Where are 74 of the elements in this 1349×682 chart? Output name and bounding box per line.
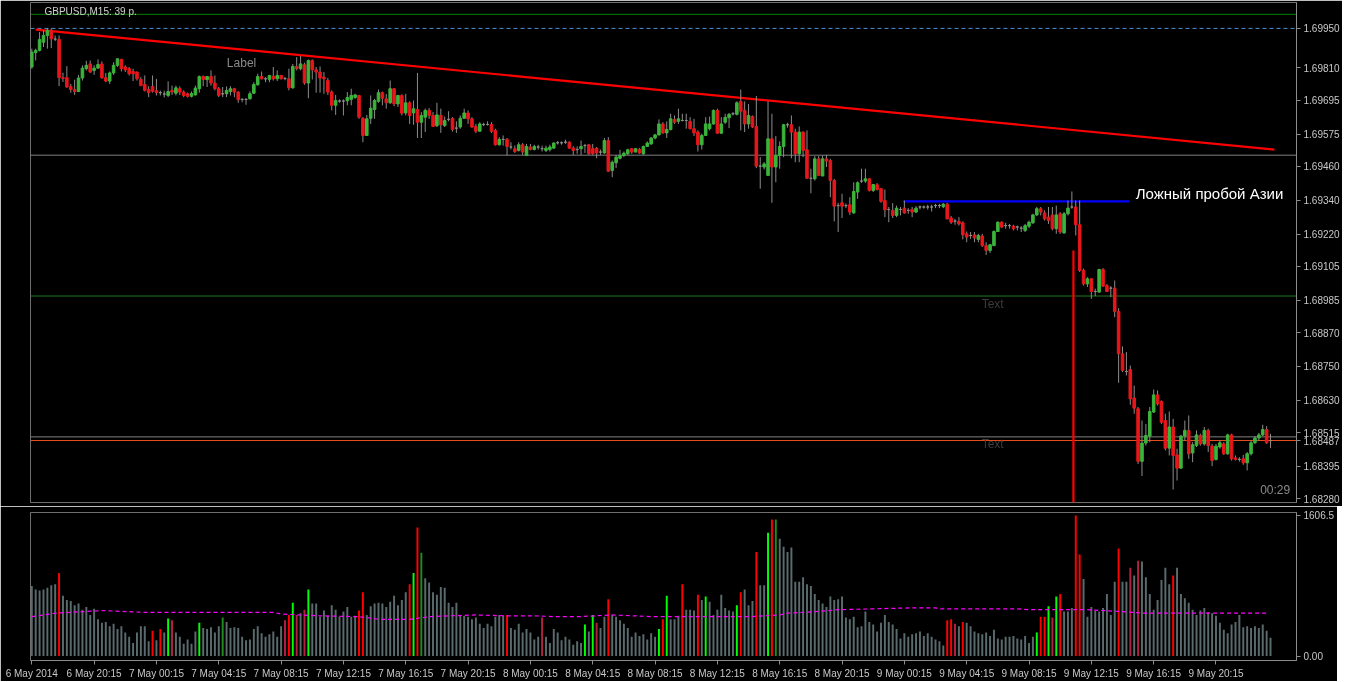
candlestick [1167,411,1172,456]
annotation: Text [981,436,1005,451]
x-tick-label: 8 May 04:15 [565,667,621,679]
candlestick [30,48,34,70]
candlestick [306,58,311,99]
x-tick-label: 9 May 20:15 [1188,667,1244,679]
candlestick [310,58,315,80]
y-tick-label: 0.00 [1303,651,1324,663]
y-tick-label: 1.68395 [1303,461,1341,473]
candlestick [287,68,291,91]
candlestick [209,69,213,87]
x-tick-label: 7 May 04:15 [191,667,247,679]
x-tick-label: 6 May 20:15 [66,667,123,679]
candlestick [318,65,322,94]
candlestick [205,75,209,88]
candlestick [727,112,731,129]
y-tick-label: 1.69695 [1303,95,1341,107]
x-tick-label: 9 May 08:15 [1001,667,1057,679]
x-tick-label: 6 May 2014 [5,667,59,679]
x-tick-label: 9 May 16:15 [1126,667,1182,679]
candlestick [1054,205,1059,235]
x-tick-label: 8 May 00:15 [502,667,559,679]
y-tick-label: 1.68280 [1303,493,1341,505]
x-tick-label: 7 May 00:15 [128,667,185,679]
y-tick-label: 1.69575 [1303,129,1341,141]
chart-title: GBPUSD,M15: 39 p. [44,5,137,17]
y-tick-label: 1.68870 [1303,327,1341,339]
x-tick-label: 7 May 12:15 [315,667,372,679]
y-tick-label: 1.68630 [1303,395,1341,407]
candlestick [883,189,887,218]
annotation: Label [226,56,257,71]
y-tick-label: 1.69340 [1303,195,1341,207]
candlestick [92,64,96,76]
annotation: Text [981,296,1005,311]
x-tick-label: 9 May 04:15 [939,667,995,679]
candlestick [407,100,412,125]
candlestick [1097,268,1101,294]
y-tick-label: 1.69105 [1303,261,1341,273]
candlestick [411,100,416,126]
candlestick [419,111,424,139]
x-tick-label: 7 May 08:15 [253,667,310,679]
x-tick-label: 9 May 12:15 [1063,667,1120,679]
candlestick [65,65,69,89]
candlestick [774,135,778,183]
candlestick [131,68,135,82]
candlestick [400,93,404,116]
y-tick-label: 1.69220 [1303,229,1341,241]
x-tick-label: 8 May 20:15 [814,667,870,679]
candlestick [170,85,174,96]
candlestick [166,80,170,98]
ref-line-label: 1.69950 [1303,23,1341,35]
candlestick [466,109,470,125]
candlestick [439,108,443,134]
candlestick [1202,426,1207,447]
y-tick-label: 1.68750 [1303,361,1341,373]
line-series [31,607,1268,620]
y-tick-label: 1.69460 [1303,161,1341,173]
x-tick-label: 8 May 16:15 [752,667,808,679]
y-tick-label: 1606.5 [1303,510,1335,522]
candlestick [961,220,965,240]
candlestick [388,80,392,105]
annotation: 00:29 [1260,483,1291,497]
candlestick [322,71,326,95]
annotation: Ложный пробой Азии [1135,185,1284,203]
candlestick [742,100,747,133]
x-tick-label: 9 May 00:15 [876,667,933,679]
x-tick-label: 7 May 16:15 [378,667,434,679]
x-tick-label: 8 May 08:15 [627,667,684,679]
candlestick [403,93,408,116]
y-tick-label: 1.69810 [1303,62,1341,74]
x-tick-label: 7 May 20:15 [440,667,497,679]
y-tick-label: 1.68985 [1303,295,1341,307]
candlestick [333,94,338,116]
x-tick-label: 8 May 12:15 [689,667,746,679]
